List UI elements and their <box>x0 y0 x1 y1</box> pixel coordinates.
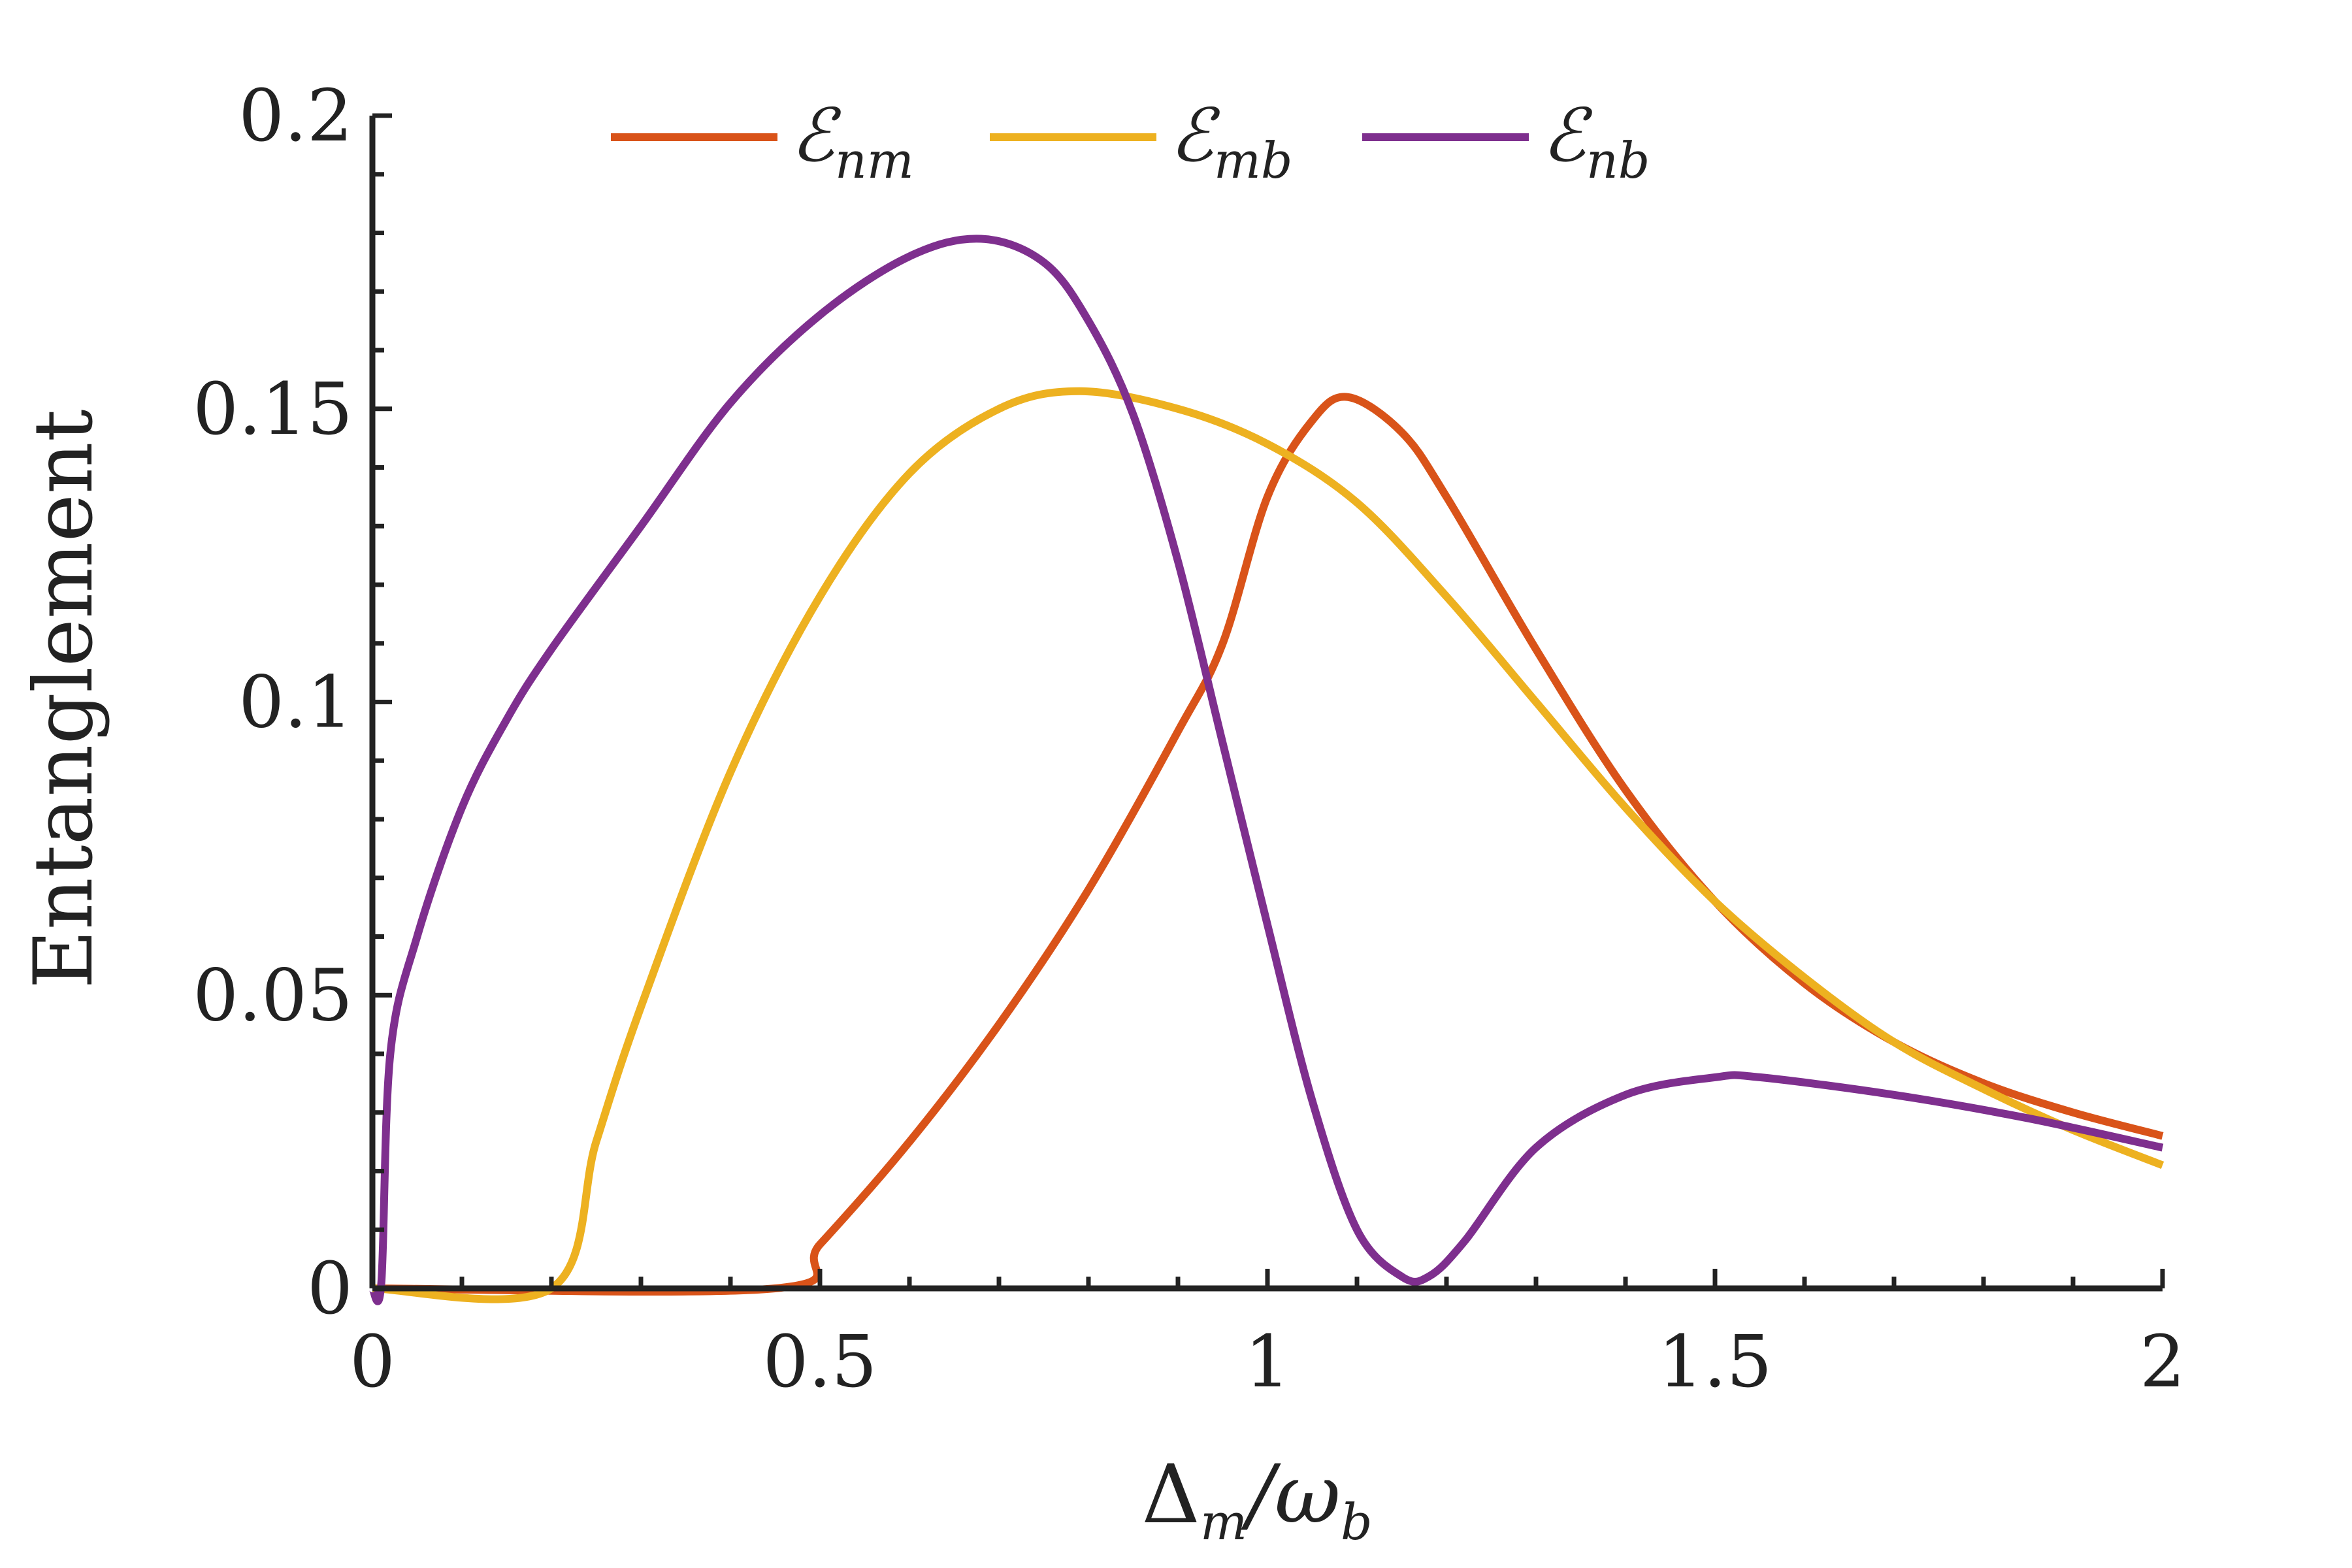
axes <box>369 116 2163 1292</box>
series-line-nb <box>368 235 2164 1305</box>
x-axis-title-delta: Δ <box>1141 1448 1200 1542</box>
x-axis-title-omega: /ω <box>1241 1448 1341 1542</box>
legend-label: ℰmb <box>1169 93 1293 189</box>
x-axis-title-sub-b: b <box>1341 1493 1373 1551</box>
tick-labels: 0 0.5 1 1.5 2 0 0.05 0.1 0.15 0.2 <box>193 74 2185 1403</box>
legend-item-nb: ℰnb <box>1362 93 1650 189</box>
x-tick-label: 0.5 <box>763 1320 877 1403</box>
legend: ℰnm ℰmb ℰnb <box>611 93 1650 189</box>
y-tick-label: 0.1 <box>238 661 353 744</box>
y-tick-label: 0.05 <box>193 953 353 1037</box>
x-tick-label: 1 <box>1245 1320 1290 1403</box>
x-tick-label: 0 <box>350 1320 395 1403</box>
y-axis-title: Entanglement <box>17 409 111 988</box>
x-tick-label: 1.5 <box>1658 1320 1772 1403</box>
x-axis-title-sub-m: m <box>1200 1493 1247 1551</box>
legend-item-nm: ℰnm <box>611 93 914 189</box>
series-lines <box>368 235 2164 1305</box>
y-tick-label: 0.15 <box>193 367 353 451</box>
legend-item-mb: ℰmb <box>990 93 1293 189</box>
series-line-mb <box>372 387 2164 1303</box>
y-tick-label: 0.2 <box>238 74 353 157</box>
y-tick-label: 0 <box>307 1247 353 1330</box>
x-tick-label: 2 <box>2140 1320 2185 1403</box>
ticks <box>370 113 2165 1291</box>
x-axis-title: Δm/ωb <box>1141 1448 1372 1551</box>
legend-label: ℰnm <box>791 93 914 189</box>
legend-label: ℰnb <box>1542 93 1650 189</box>
series-line-nm <box>372 393 2164 1296</box>
